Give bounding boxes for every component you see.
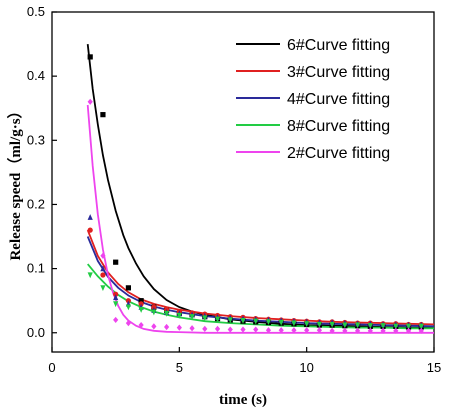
- data-point: [87, 54, 93, 60]
- data-point: [278, 319, 284, 326]
- y-axis-title: Release speed（ml/g·s）: [6, 103, 24, 260]
- data-point: [113, 294, 119, 301]
- data-point: [316, 321, 322, 328]
- data-point: [189, 325, 195, 332]
- x-axis-title: time (s): [219, 392, 267, 408]
- data-point: [265, 327, 272, 334]
- data-point: [87, 98, 93, 105]
- data-point: [176, 312, 182, 319]
- data-point: [202, 315, 208, 322]
- data-point: [176, 324, 182, 331]
- data-point: [304, 321, 310, 327]
- data-point: [138, 307, 144, 313]
- data-point: [240, 317, 246, 324]
- data-point: [87, 227, 93, 233]
- data-point: [329, 327, 335, 334]
- data-point: [227, 326, 233, 333]
- y-tick-label: 0.2: [27, 196, 45, 211]
- data-point: [393, 323, 399, 330]
- fit-curve-2: [86, 229, 435, 326]
- data-point: [113, 259, 119, 265]
- y-tick-label: 0.0: [27, 325, 45, 340]
- data-point: [278, 327, 284, 334]
- data-point: [316, 327, 322, 334]
- data-point: [125, 304, 131, 311]
- data-point: [367, 327, 373, 334]
- data-point: [87, 214, 93, 220]
- data-point: [151, 309, 157, 316]
- fit-curve-1: [86, 44, 434, 329]
- data-point: [214, 316, 221, 323]
- data-point: [164, 310, 170, 317]
- legend-label: 4#Curve fitting: [287, 91, 390, 108]
- x-tick-label: 10: [299, 360, 313, 375]
- data-point: [138, 301, 144, 307]
- data-point: [265, 319, 272, 326]
- x-tick-label: 5: [176, 360, 183, 375]
- data-point: [125, 298, 131, 304]
- data-point: [100, 112, 106, 118]
- x-tick-label: 0: [48, 360, 55, 375]
- y-tick-label: 0.1: [27, 261, 45, 276]
- fit-curves: [86, 44, 435, 334]
- plot-area: [86, 44, 435, 334]
- y-tick-label: 0.4: [27, 68, 45, 83]
- data-point: [214, 325, 221, 333]
- data-point: [151, 304, 157, 310]
- data-point: [355, 327, 361, 334]
- data-point: [100, 272, 106, 278]
- data-point: [87, 272, 93, 279]
- data-point: [113, 291, 119, 297]
- data-point: [405, 323, 412, 330]
- legend-label: 6#Curve fitting: [287, 37, 390, 54]
- data-point: [367, 323, 373, 329]
- data-point: [202, 325, 208, 333]
- data-point: [100, 252, 106, 259]
- legend-label: 8#Curve fitting: [287, 118, 390, 135]
- data-point: [113, 316, 119, 324]
- data-point: [380, 327, 386, 334]
- data-point: [291, 327, 297, 334]
- axis-ticks: 0 5 10 15 0.0 0.1 0.2 0.3 0.4 0.5: [27, 4, 441, 375]
- data-points: [87, 54, 424, 334]
- data-point: [113, 301, 119, 308]
- legend-label: 2#Curve fitting: [287, 145, 390, 162]
- data-point: [253, 318, 259, 325]
- data-point: [227, 317, 233, 324]
- data-point: [405, 327, 412, 334]
- legend-label: 3#Curve fitting: [287, 64, 390, 81]
- data-point: [418, 323, 424, 330]
- data-point: [329, 321, 335, 328]
- data-point: [164, 323, 170, 331]
- x-tick-label: 15: [427, 360, 441, 375]
- data-point: [125, 320, 131, 327]
- data-point: [355, 322, 361, 329]
- legend: 6#Curve fitting 3#Curve fitting 4#Curve fi…: [236, 37, 390, 162]
- data-point: [138, 321, 144, 329]
- data-point: [418, 327, 424, 334]
- data-point: [138, 298, 144, 304]
- data-point: [100, 265, 106, 272]
- data-point: [304, 327, 310, 334]
- data-point: [393, 327, 399, 334]
- data-point: [151, 323, 157, 330]
- y-tick-label: 0.3: [27, 132, 45, 147]
- plot-frame: [51, 11, 435, 353]
- data-point: [253, 326, 259, 333]
- data-point: [342, 327, 348, 334]
- data-point: [291, 320, 297, 327]
- data-point: [189, 314, 195, 320]
- y-tick-label: 0.5: [27, 4, 45, 19]
- data-point: [380, 323, 386, 329]
- data-point: [125, 285, 131, 291]
- fit-curve-3: [86, 236, 435, 328]
- data-point: [100, 285, 106, 292]
- data-point: [342, 322, 348, 329]
- data-point: [240, 326, 246, 333]
- fit-curve-5: [86, 104, 434, 334]
